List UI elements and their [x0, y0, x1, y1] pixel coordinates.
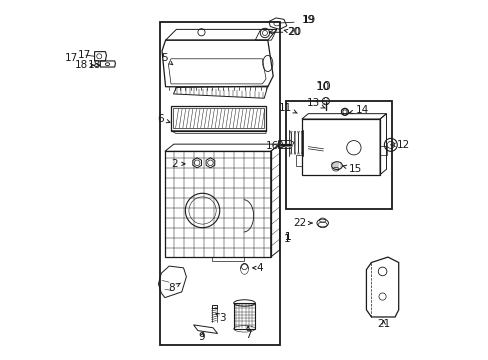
Text: 11: 11 [278, 103, 297, 113]
Text: 1: 1 [284, 232, 291, 242]
Text: 10: 10 [316, 82, 329, 92]
Text: 14: 14 [349, 105, 368, 115]
Bar [233, 303, 255, 329]
Bar [164, 151, 270, 257]
Text: 18: 18 [75, 60, 94, 70]
Text: 16: 16 [265, 141, 284, 151]
Text: 18: 18 [88, 60, 101, 70]
Bar [296, 155, 301, 166]
Text: 3: 3 [216, 313, 225, 323]
Text: 6: 6 [157, 114, 170, 124]
Text: 8: 8 [168, 283, 180, 293]
Bar [173, 108, 264, 129]
Text: 19: 19 [301, 15, 314, 26]
Text: 1: 1 [284, 234, 290, 244]
Text: 17: 17 [65, 53, 78, 63]
Text: 17: 17 [78, 50, 91, 60]
Text: 21: 21 [376, 319, 389, 329]
Text: 15: 15 [342, 164, 361, 174]
Text: 22: 22 [292, 218, 311, 228]
Text: 4: 4 [252, 263, 263, 273]
Text: 19: 19 [302, 15, 315, 26]
Text: 1: 1 [284, 232, 291, 242]
Text: 2: 2 [171, 159, 184, 169]
Bar [160, 22, 280, 345]
Bar [285, 101, 391, 209]
Text: 13: 13 [306, 98, 325, 108]
Text: 12: 12 [390, 140, 409, 150]
Text: 5: 5 [161, 53, 172, 65]
Bar [379, 146, 386, 155]
Bar [301, 119, 379, 175]
Text: 10: 10 [315, 80, 331, 93]
Bar [171, 106, 265, 131]
Text: 20: 20 [268, 27, 301, 37]
Text: 20: 20 [284, 27, 300, 37]
Text: 7: 7 [244, 326, 251, 340]
Text: 9: 9 [198, 332, 204, 342]
